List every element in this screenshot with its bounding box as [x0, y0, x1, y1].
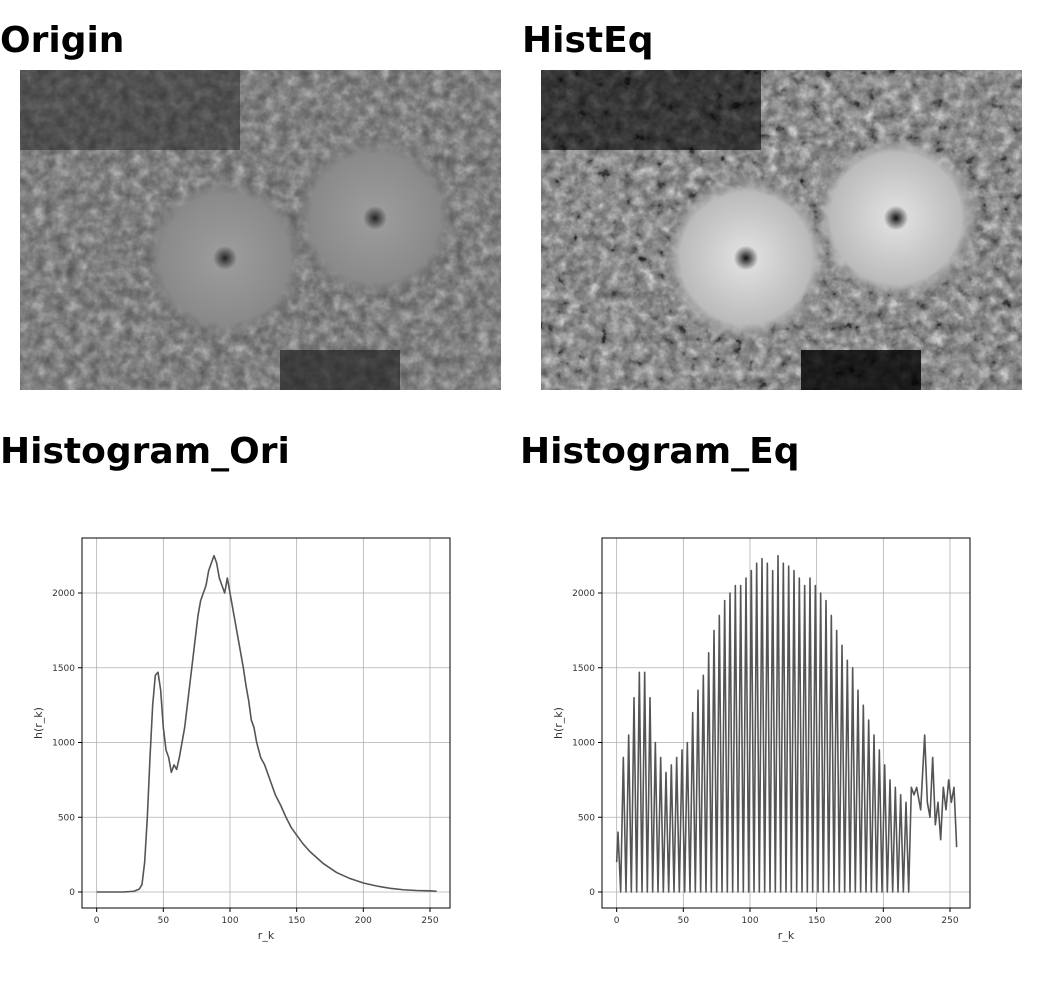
y-tick-label: 0: [589, 888, 595, 898]
heading: Origin: [0, 20, 124, 61]
y-tick-label: 1000: [52, 739, 75, 749]
chart-title: Histogram_Eq: [520, 431, 800, 472]
y-tick-label: 1500: [52, 664, 75, 674]
line-series: [615, 554, 958, 893]
x-tick-label: 250: [941, 916, 958, 926]
x-tick-label: 0: [94, 916, 100, 926]
plot-frame: [601, 537, 971, 909]
chart-title: Histogram_Ori: [0, 431, 290, 472]
y-tick-label: 1500: [572, 664, 595, 674]
y-tick-label: 1000: [572, 739, 595, 749]
heading: HistEq: [522, 20, 653, 61]
equalized-image: [541, 70, 1022, 390]
x-tick-label: 200: [875, 916, 892, 926]
x-tick-label: 150: [808, 916, 825, 926]
x-tick-label: 250: [421, 916, 438, 926]
line-series: [96, 554, 437, 893]
original-image: [20, 70, 501, 390]
y-axis-label: h(r_k): [552, 707, 565, 739]
y-tick-label: 500: [58, 813, 75, 823]
x-tick-label: 100: [741, 916, 758, 926]
x-tick-label: 0: [614, 916, 620, 926]
y-tick-label: 500: [578, 813, 595, 823]
plot-frame: [81, 537, 451, 909]
y-tick-label: 2000: [572, 589, 595, 599]
x-axis-label: r_k: [258, 929, 275, 942]
x-tick-label: 150: [288, 916, 305, 926]
y-tick-label: 2000: [52, 589, 75, 599]
x-tick-label: 50: [158, 916, 170, 926]
x-tick-label: 200: [355, 916, 372, 926]
y-axis-label: h(r_k): [32, 707, 45, 739]
x-tick-label: 100: [221, 916, 238, 926]
y-tick-label: 0: [69, 888, 75, 898]
x-axis-label: r_k: [778, 929, 795, 942]
x-tick-label: 50: [678, 916, 690, 926]
